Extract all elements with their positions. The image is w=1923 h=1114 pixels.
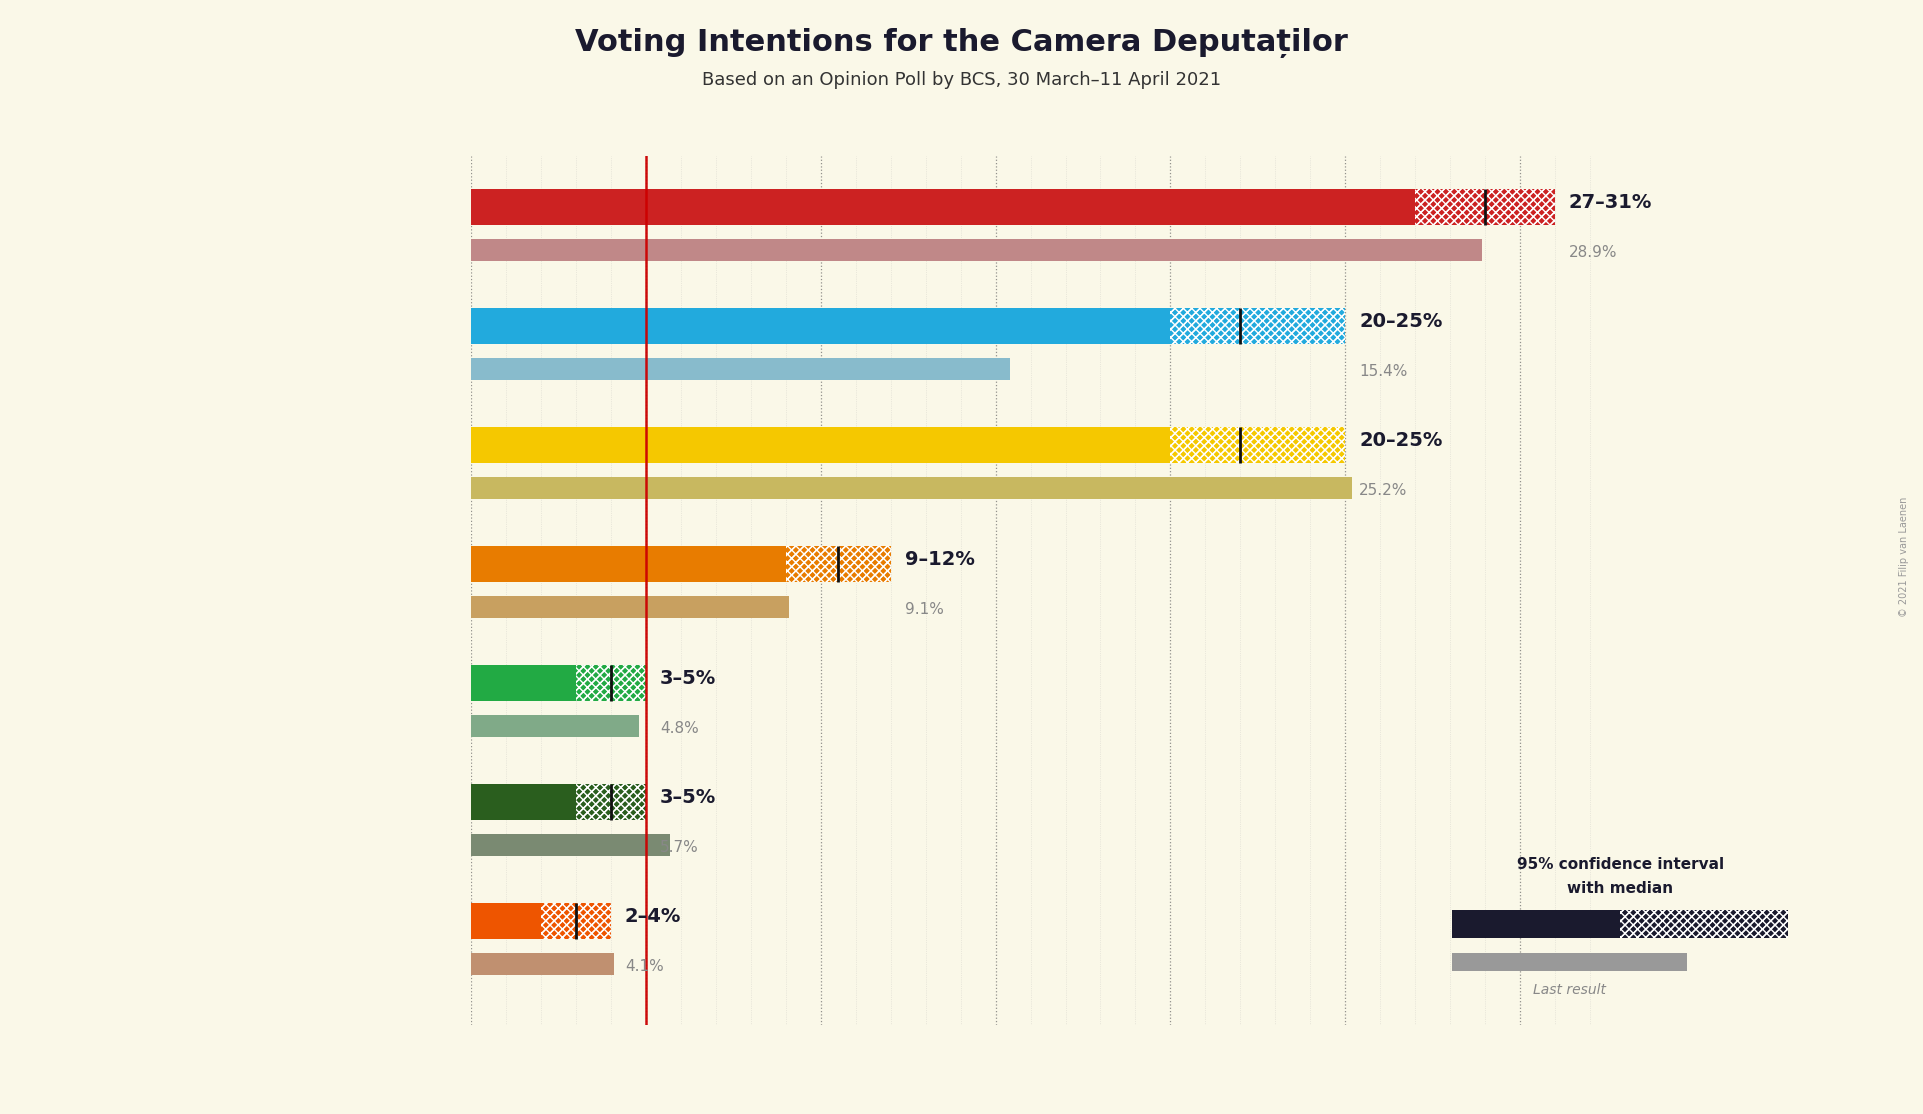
Text: 28.9%: 28.9% — [1569, 245, 1617, 260]
Bar — [1171, 428, 1346, 463]
Bar — [471, 359, 1010, 380]
Bar — [577, 784, 646, 820]
FancyBboxPatch shape — [1452, 910, 1621, 938]
Bar — [577, 665, 646, 701]
Text: 27–31%: 27–31% — [1569, 193, 1652, 212]
Text: Based on an Opinion Poll by BCS, 30 March–11 April 2021: Based on an Opinion Poll by BCS, 30 Marc… — [702, 71, 1221, 89]
Text: 3–5%: 3–5% — [660, 788, 715, 807]
Text: 9.1%: 9.1% — [904, 602, 944, 617]
Bar — [471, 903, 612, 939]
Bar — [471, 834, 671, 856]
Bar — [1171, 309, 1346, 344]
Bar — [471, 596, 788, 618]
Bar — [471, 715, 638, 736]
Bar — [471, 834, 671, 856]
Bar — [787, 546, 890, 583]
Bar — [787, 546, 890, 583]
Bar — [471, 596, 788, 618]
Bar — [471, 546, 890, 583]
Bar — [1415, 189, 1556, 225]
Text: 9–12%: 9–12% — [904, 550, 975, 569]
Text: with median: with median — [1567, 881, 1673, 897]
Text: © 2021 Filip van Laenen: © 2021 Filip van Laenen — [1898, 497, 1910, 617]
Text: 5.7%: 5.7% — [660, 840, 698, 856]
FancyBboxPatch shape — [1452, 954, 1688, 970]
Text: 95% confidence interval: 95% confidence interval — [1517, 858, 1723, 872]
Bar — [1171, 428, 1346, 463]
Bar — [471, 715, 638, 736]
Bar — [577, 784, 646, 820]
Bar — [471, 784, 646, 820]
Text: 20–25%: 20–25% — [1360, 312, 1442, 331]
Bar — [540, 903, 612, 939]
Text: Last result: Last result — [1533, 984, 1606, 997]
Bar — [471, 359, 1010, 380]
Bar — [471, 428, 1346, 463]
Bar — [540, 903, 612, 939]
Bar — [471, 477, 1352, 499]
Bar — [471, 477, 1352, 499]
Text: 20–25%: 20–25% — [1360, 431, 1442, 450]
Bar — [471, 309, 1346, 344]
Bar — [577, 665, 646, 701]
Bar — [471, 954, 615, 975]
Text: 25.2%: 25.2% — [1360, 483, 1408, 498]
Text: 4.1%: 4.1% — [625, 959, 663, 974]
Text: Voting Intentions for the Camera Deputaților: Voting Intentions for the Camera Deputaț… — [575, 28, 1348, 58]
FancyBboxPatch shape — [1621, 910, 1788, 938]
Bar — [1171, 309, 1346, 344]
Bar — [471, 240, 1481, 261]
Bar — [471, 240, 1481, 261]
Bar — [1415, 189, 1556, 225]
Text: 4.8%: 4.8% — [660, 721, 698, 736]
Text: 15.4%: 15.4% — [1360, 364, 1408, 379]
Text: 3–5%: 3–5% — [660, 670, 715, 688]
Text: 2–4%: 2–4% — [625, 907, 681, 926]
Bar — [471, 189, 1556, 225]
Bar — [471, 665, 646, 701]
Bar — [471, 954, 615, 975]
